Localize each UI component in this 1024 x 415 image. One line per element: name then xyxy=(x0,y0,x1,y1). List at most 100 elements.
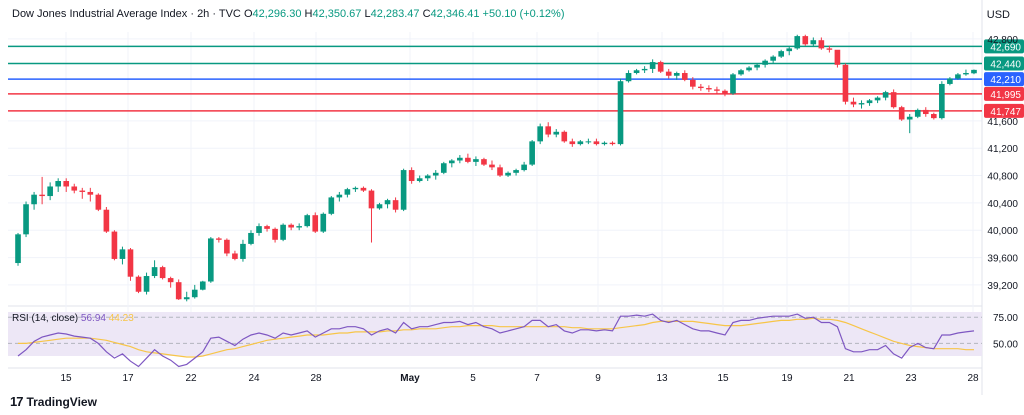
candle-body xyxy=(103,209,110,232)
candle-body xyxy=(304,215,311,227)
candle-body xyxy=(826,48,833,50)
price-tick-label: 41,200 xyxy=(987,144,1018,155)
candle-body xyxy=(31,194,37,205)
candle-body xyxy=(135,276,142,292)
candle-body xyxy=(762,60,768,65)
time-tick-label: 28 xyxy=(310,373,322,384)
candle-body xyxy=(473,159,479,162)
candle-body xyxy=(609,142,616,145)
open-value: 42,296.30 xyxy=(252,8,302,20)
candle-body xyxy=(159,267,166,279)
candle-body xyxy=(127,249,134,277)
candle-body xyxy=(376,204,383,209)
candle-body xyxy=(47,186,53,197)
high-value: 42,350.67 xyxy=(312,8,362,20)
candle-body xyxy=(730,74,736,94)
candle-body xyxy=(850,101,857,105)
time-tick-label: 21 xyxy=(843,373,855,384)
candle-body xyxy=(890,92,897,108)
candle-body xyxy=(569,141,576,145)
candle-body xyxy=(963,73,969,75)
brand-name: TradingView xyxy=(26,394,97,409)
candle-body xyxy=(248,232,254,244)
candle-body xyxy=(55,181,61,187)
candle-body xyxy=(352,187,359,190)
time-tick-label: May xyxy=(400,373,420,384)
candle-body xyxy=(416,178,423,182)
candle-body xyxy=(256,226,262,233)
candle-body xyxy=(898,107,905,120)
candle-body xyxy=(167,278,174,283)
candle-body xyxy=(240,243,246,259)
candle-body xyxy=(208,238,214,282)
price-tick-label: 40,400 xyxy=(987,199,1018,210)
tradingview-brand[interactable]: 17 TradingView xyxy=(10,394,97,409)
candle-body xyxy=(810,40,817,45)
candle-body xyxy=(673,73,680,76)
candle-body xyxy=(320,213,327,232)
candle-body xyxy=(882,92,889,98)
candle-body xyxy=(681,73,688,80)
level-tag-label: 41,747 xyxy=(990,107,1021,118)
candle-body xyxy=(280,224,286,240)
open-label: O xyxy=(243,8,253,20)
candle-body xyxy=(264,226,270,229)
rsi-level-label: 50.00 xyxy=(993,339,1018,350)
candle-body xyxy=(224,239,230,254)
candle-body xyxy=(818,40,825,49)
price-tick-label: 39,600 xyxy=(987,254,1018,265)
candle-body xyxy=(312,215,319,232)
candle-body xyxy=(641,68,648,71)
candle-body xyxy=(722,90,728,94)
grid xyxy=(8,0,983,395)
candle-body xyxy=(79,190,86,192)
candle-body xyxy=(23,204,29,235)
currency-label[interactable]: USD xyxy=(986,9,1010,21)
candle-body xyxy=(625,73,632,82)
level-tag xyxy=(984,56,1024,71)
candle-body xyxy=(665,71,672,76)
time-tick-label: 5 xyxy=(470,373,476,384)
candle-body xyxy=(63,181,70,187)
candle-body xyxy=(344,189,351,195)
horizontal-levels: 42,690 42,440 42,210 41,995 41,747 xyxy=(8,39,1024,118)
time-tick-label: 15 xyxy=(717,373,729,384)
price-axis[interactable]: 42,800 41,600 41,200 40,800 40,400 40,000 39,6… xyxy=(987,35,1018,292)
candle-body xyxy=(199,281,206,290)
candle-body xyxy=(922,109,929,115)
candle-body xyxy=(336,194,343,198)
candle-body xyxy=(786,48,793,52)
time-tick-label: 23 xyxy=(905,373,917,384)
time-tick-label: 13 xyxy=(656,373,668,384)
candle-body xyxy=(424,175,431,179)
tradingview-logo-icon: 17 xyxy=(10,394,24,409)
time-axis[interactable]: 15 17 22 24 28 May 5 7 9 13 15 19 21 23 28 xyxy=(60,373,979,384)
candle-body xyxy=(971,69,977,74)
candle-body xyxy=(143,276,150,292)
low-label: L xyxy=(364,8,371,20)
candle-body xyxy=(545,126,552,135)
candle-body xyxy=(657,62,664,72)
candle-body xyxy=(368,190,375,209)
candle-body xyxy=(288,224,294,228)
rsi-value: 56.94 xyxy=(80,313,106,324)
candle-body xyxy=(617,81,624,145)
candle-body xyxy=(866,100,873,104)
candle-body xyxy=(119,249,126,259)
candle-body xyxy=(95,194,102,210)
rsi-level-label: 75.00 xyxy=(993,313,1018,324)
candle-body xyxy=(384,200,391,205)
candle-body xyxy=(328,197,335,214)
candle-body xyxy=(505,172,511,176)
level-tag xyxy=(984,39,1024,54)
candle-body xyxy=(585,141,592,143)
time-tick-label: 24 xyxy=(248,373,260,384)
candle-body xyxy=(111,231,118,259)
candle-body xyxy=(191,289,198,298)
candle-body xyxy=(858,103,865,105)
candle-body xyxy=(521,164,527,171)
change-value: +50.10 (+0.12%) xyxy=(482,8,565,20)
low-value: 42,283.47 xyxy=(370,8,420,20)
candles xyxy=(15,34,977,302)
